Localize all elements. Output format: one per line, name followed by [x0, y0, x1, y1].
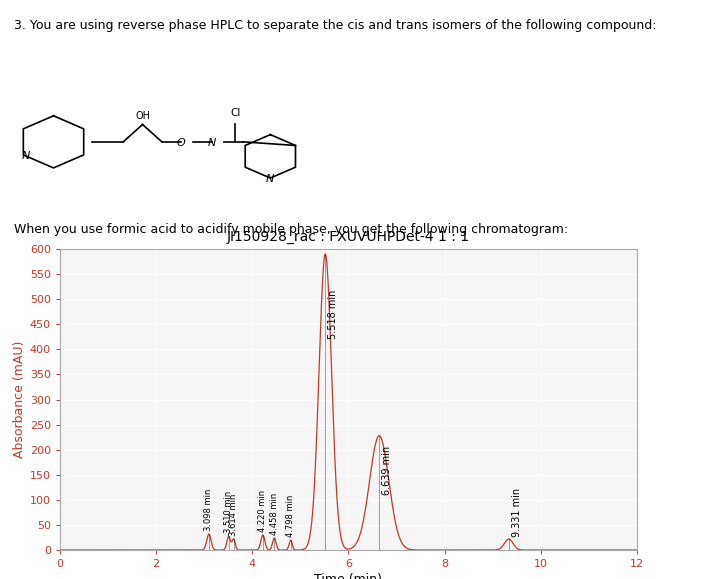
Text: 4.458 min: 4.458 min: [270, 493, 279, 535]
Text: 9.331 min: 9.331 min: [512, 488, 522, 537]
Text: N: N: [22, 151, 30, 161]
Text: Cl: Cl: [230, 108, 241, 118]
Text: 3.614 min: 3.614 min: [230, 494, 238, 536]
X-axis label: Time (min): Time (min): [315, 573, 382, 579]
Text: 3.098 min: 3.098 min: [204, 489, 213, 531]
Text: N: N: [208, 138, 216, 148]
Text: When you use formic acid to acidify mobile phase, you get the following chromato: When you use formic acid to acidify mobi…: [14, 223, 568, 236]
Text: O: O: [177, 138, 186, 148]
Text: 4.220 min: 4.220 min: [258, 490, 268, 532]
Y-axis label: Absorbance (mAU): Absorbance (mAU): [13, 341, 25, 458]
Text: 5.518 min: 5.518 min: [328, 290, 338, 339]
Text: 4.798 min: 4.798 min: [286, 494, 295, 537]
Text: OH: OH: [135, 111, 150, 120]
Title: JI150928_rac : FXUVUHPDet-4 1 : 1: JI150928_rac : FXUVUHPDet-4 1 : 1: [227, 230, 470, 244]
Text: 3.510 min: 3.510 min: [224, 491, 233, 533]
Text: N: N: [266, 174, 275, 184]
Text: 6.639 min: 6.639 min: [382, 446, 392, 495]
Text: 3. You are using reverse phase HPLC to separate the cis and trans isomers of the: 3. You are using reverse phase HPLC to s…: [14, 19, 657, 31]
